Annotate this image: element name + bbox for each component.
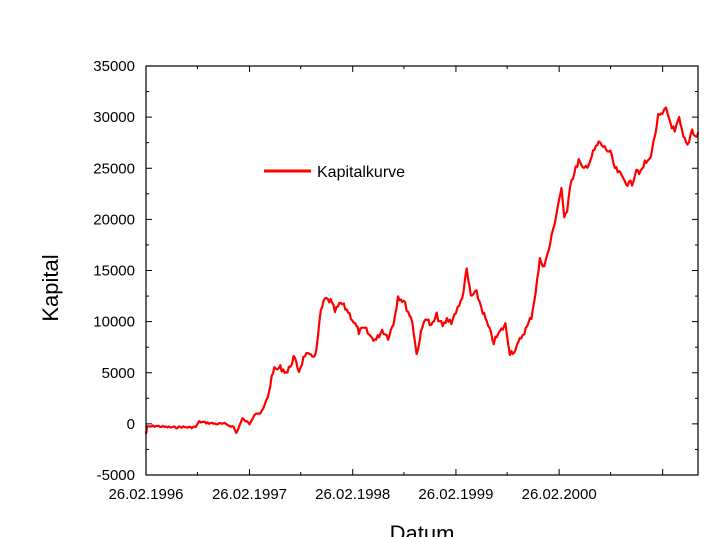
series-line-kapitalkurve — [144, 106, 700, 435]
x-tick-label: 26.02.1997 — [212, 486, 287, 503]
tick-labels: -5000 0 5000 10000 15000 20000 25000 30000 35000… — [93, 58, 596, 503]
series-layer — [144, 106, 700, 435]
x-tick-label: 26.02.1998 — [315, 486, 390, 503]
y-tick-label: 10000 — [93, 314, 135, 331]
plot-frame — [145, 65, 699, 476]
axis-ticks — [145, 65, 698, 476]
x-axis-title: Datum — [390, 521, 455, 537]
y-tick-label: -5000 — [97, 467, 135, 484]
x-tick-label: 26.02.1996 — [108, 486, 183, 503]
y-tick-label: 20000 — [93, 211, 135, 228]
x-tick-label: 26.02.1999 — [418, 486, 493, 503]
y-tick-label: 15000 — [93, 263, 135, 280]
legend-label-kapitalkurve: Kapitalkurve — [317, 164, 405, 181]
x-tick-label: 26.02.2000 — [522, 486, 597, 503]
y-tick-label: 35000 — [93, 58, 135, 75]
legend: Kapitalkurve — [264, 164, 405, 181]
y-tick-label: 5000 — [102, 365, 135, 382]
y-tick-label: 25000 — [93, 160, 135, 177]
y-axis-title: Kapital — [38, 254, 63, 321]
y-tick-label: 0 — [127, 416, 135, 433]
y-tick-label: 30000 — [93, 109, 135, 126]
